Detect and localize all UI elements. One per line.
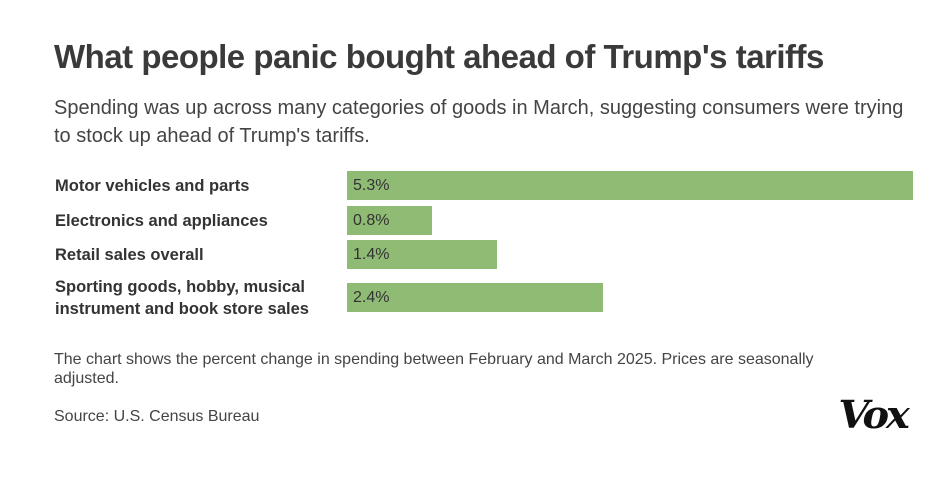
category-label: Electronics and appliances [55, 211, 268, 230]
bar: 5.3% [347, 171, 913, 200]
bar: 2.4% [347, 283, 603, 312]
vox-logo: Vox [838, 392, 909, 437]
bar: 1.4% [347, 240, 497, 269]
bar-value-label: 1.4% [353, 245, 390, 263]
category-label: Retail sales overall [55, 245, 204, 264]
bar-value-label: 2.4% [353, 288, 390, 306]
bar-value-label: 0.8% [353, 211, 390, 229]
chart-note: The chart shows the percent change in sp… [54, 351, 814, 387]
category-label: Sporting goods, hobby, musical instrumen… [55, 277, 309, 318]
chart-source: Source: U.S. Census Bureau [54, 408, 260, 425]
bar: 0.8% [347, 206, 432, 235]
chart-subtitle: Spending was up across many categories o… [54, 97, 904, 147]
category-label: Motor vehicles and parts [55, 176, 250, 195]
bar-value-label: 5.3% [353, 176, 390, 194]
chart-title: What people panic bought ahead of Trump'… [54, 38, 824, 75]
